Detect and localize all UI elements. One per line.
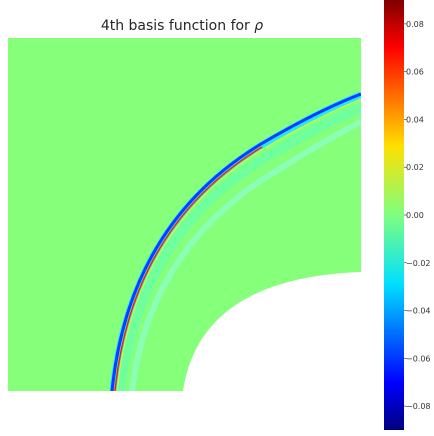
- heatmap-features: [109, 91, 361, 391]
- colorbar-tick-label: −0.04: [406, 307, 431, 316]
- colorbar-tick-label: −0.08: [406, 402, 431, 411]
- colorbar-tick-label: 0.02: [406, 163, 424, 172]
- colorbar-tick-label: −0.02: [406, 259, 431, 268]
- colorbar: [384, 0, 404, 430]
- colorbar-tick-label: 0.00: [406, 211, 424, 220]
- secondary-band-outer: [129, 119, 361, 391]
- colorbar-tick-label: 0.04: [406, 115, 424, 124]
- chart-title: 4th basis function for ρ: [0, 18, 364, 34]
- colorbar-tick-label: −0.06: [406, 354, 431, 363]
- chart-title-text: 4th basis function for: [100, 18, 250, 34]
- colorbar-tick-label: 0.08: [406, 20, 424, 29]
- masked-region: [183, 272, 361, 391]
- colorbar-tick-label: 0.06: [406, 68, 424, 77]
- chart-title-symbol: ρ: [254, 18, 264, 34]
- front-band-yellow: [116, 98, 361, 391]
- secondary-band: [115, 103, 361, 391]
- front-band-blue: [110, 92, 361, 391]
- colorbar-ticks: 0.08 0.06 0.04 0.02 0.00 −0.02 −0.04 −0.06 −0.08: [404, 20, 431, 411]
- front-band-red: [114, 146, 263, 391]
